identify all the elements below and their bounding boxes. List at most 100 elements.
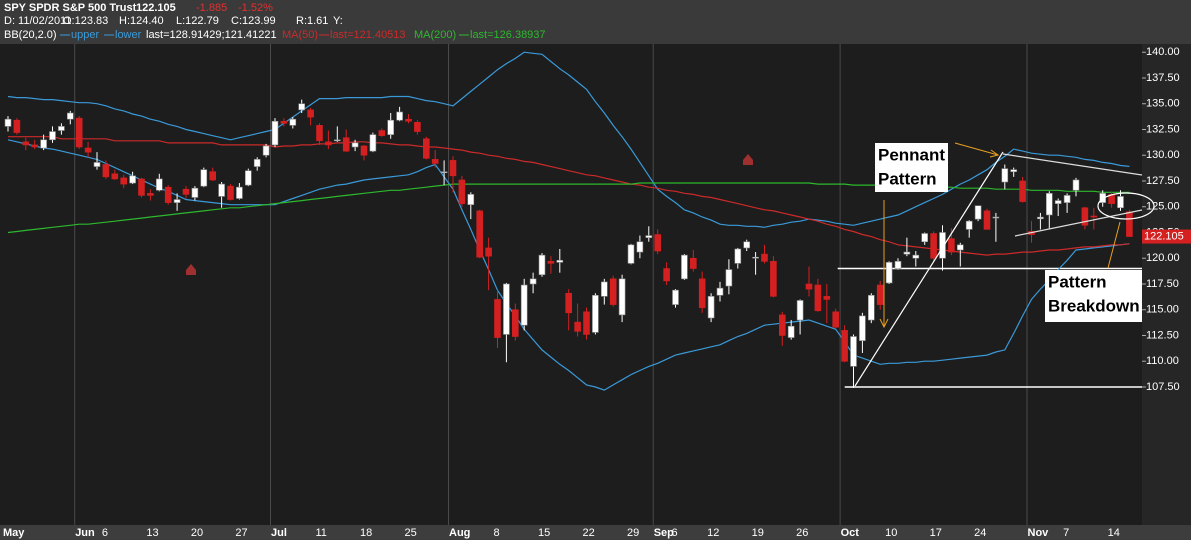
candle-body	[609, 278, 617, 305]
candle-body	[351, 142, 359, 148]
candle-body	[583, 311, 590, 335]
y-tick-label: 132.50	[1146, 123, 1180, 135]
candle-body	[1081, 207, 1089, 226]
candle-body	[956, 244, 964, 251]
x-tick-label: 10	[885, 527, 897, 539]
indicator-line	[7, 139, 1130, 391]
candle-body	[592, 295, 599, 333]
candle-body	[75, 117, 83, 148]
candle-body	[503, 283, 510, 335]
candle-body	[271, 120, 279, 146]
candle-body	[1037, 216, 1044, 220]
x-tick-label: 8	[494, 527, 500, 539]
ohlc-y: Y:	[333, 15, 343, 27]
candle-body	[325, 141, 332, 146]
candle-body	[209, 171, 216, 181]
x-tick-label: Jul	[271, 527, 287, 539]
candle-body	[1019, 180, 1026, 202]
candle-body	[289, 118, 297, 126]
x-tick-label: 6	[672, 527, 678, 539]
x-tick-label: May	[3, 527, 25, 539]
candle-body	[67, 112, 74, 120]
candle-body	[369, 134, 377, 152]
y-tick-label: 130.00	[1146, 149, 1180, 161]
trend-line	[854, 151, 1004, 387]
candle-body	[31, 144, 39, 148]
x-tick-label: Sep	[654, 527, 674, 539]
y-tick-label: 120.00	[1146, 252, 1180, 264]
candle-body	[627, 244, 635, 264]
x-tick-label: 17	[930, 527, 942, 539]
candle-body	[716, 287, 724, 296]
candle-body	[796, 300, 804, 321]
last-price: 122.105	[136, 2, 176, 14]
candle-body	[147, 193, 154, 196]
candle-body	[752, 256, 759, 259]
candle-body	[574, 321, 581, 332]
symbol-title: SPY SPDR S&P 500 Trust	[4, 2, 137, 14]
y-tick-label: 140.00	[1146, 46, 1180, 58]
ohlc-open: O:123.83	[63, 15, 108, 27]
candle-body	[1054, 200, 1062, 204]
candle-body	[49, 131, 56, 141]
candle-body	[939, 232, 946, 259]
legend-label: MA(50)	[282, 29, 318, 41]
candle-body	[253, 159, 261, 167]
x-tick-label: 25	[405, 527, 417, 539]
candle-body	[636, 241, 644, 253]
annotation-text: Breakdown	[1048, 296, 1140, 315]
candle-body	[787, 325, 795, 338]
candle-body	[921, 233, 929, 243]
candle-body	[467, 194, 475, 205]
y-tick-label: 137.50	[1146, 72, 1180, 84]
candle-body	[156, 178, 163, 191]
candle-body	[547, 261, 555, 264]
candle-body	[102, 164, 110, 178]
x-tick-label: Nov	[1028, 527, 1050, 539]
last-price-tag	[1142, 229, 1191, 244]
candle-body	[761, 253, 768, 262]
x-tick-label: 29	[627, 527, 639, 539]
candle-body	[120, 177, 127, 185]
candle-body	[245, 170, 252, 186]
candle-body	[236, 186, 243, 199]
candle-body	[262, 145, 270, 156]
ma50-last: last=121.40513	[330, 29, 406, 41]
candle-body	[1010, 169, 1018, 173]
y-tick-label: 107.50	[1146, 381, 1180, 393]
y-tick-label: 112.50	[1146, 329, 1179, 341]
candle-body	[1072, 179, 1080, 191]
x-tick-label: 7	[1063, 527, 1069, 539]
x-tick-label: 15	[538, 527, 550, 539]
candle-body	[414, 121, 421, 132]
candle-body	[903, 251, 911, 255]
candle-body	[1063, 195, 1071, 203]
y-tick-label: 110.00	[1146, 355, 1179, 367]
candle-body	[173, 199, 181, 203]
candle-body	[360, 145, 368, 156]
event-marker	[743, 154, 753, 165]
price-change: -1.885	[196, 2, 227, 14]
candle-body	[538, 254, 546, 276]
candle-body	[698, 278, 706, 308]
candle-body	[494, 299, 501, 338]
candle-body	[22, 141, 30, 146]
legend-label: lower	[115, 29, 142, 41]
candle-body	[948, 238, 955, 253]
candle-body	[280, 120, 288, 124]
candle-body	[734, 248, 742, 264]
candle-body	[663, 268, 670, 282]
candle-body	[4, 118, 12, 127]
candle-body	[520, 284, 528, 326]
candle-body	[1090, 215, 1098, 218]
candle-body	[111, 173, 119, 180]
indicator-line	[7, 51, 1130, 228]
candle-body	[618, 278, 626, 316]
candle-body	[449, 160, 457, 177]
price-axis-bg	[1142, 44, 1191, 525]
ohlc-range: R:1.61	[296, 15, 328, 27]
breakdown-circle	[1097, 192, 1155, 220]
y-tick-label: 117.50	[1146, 278, 1179, 290]
x-tick-label: 26	[796, 527, 808, 539]
